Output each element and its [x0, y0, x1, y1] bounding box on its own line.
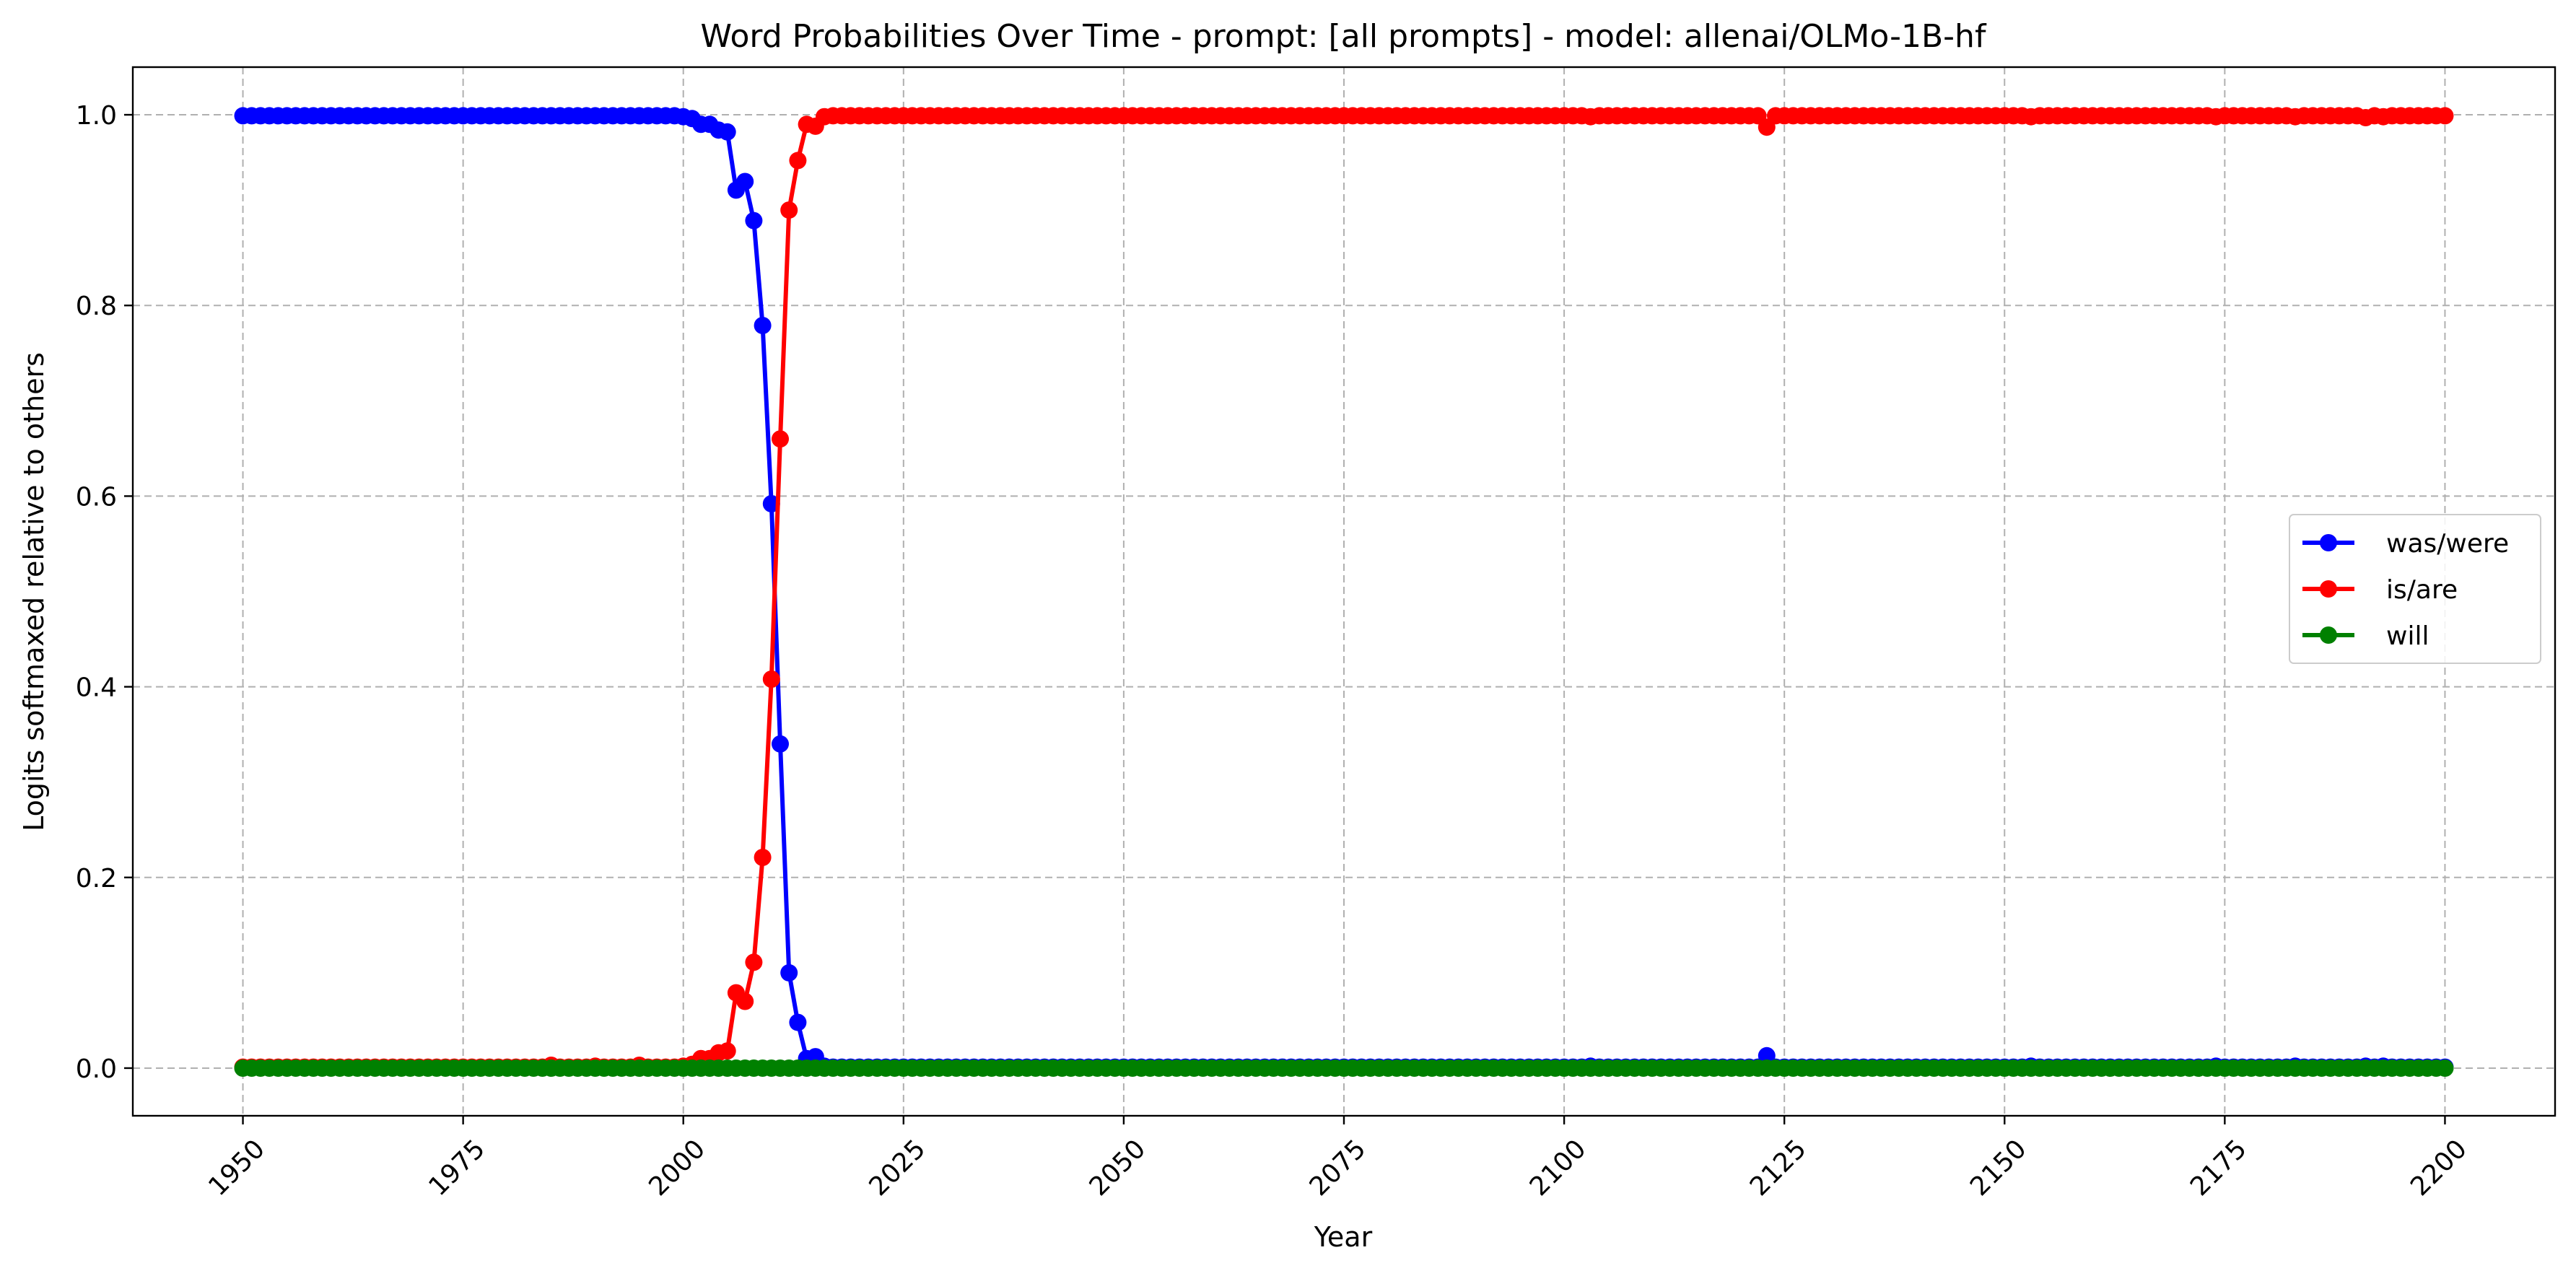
- legend-marker: [2320, 580, 2337, 598]
- chart-title: Word Probabilities Over Time - prompt: […: [701, 18, 1987, 55]
- data-point: [2436, 107, 2454, 125]
- series-layer: [234, 107, 2454, 1077]
- y-tick-label: 0.6: [76, 482, 117, 512]
- x-tick-label: 2000: [643, 1134, 711, 1202]
- x-axis-label: Year: [1314, 1221, 1373, 1253]
- y-axis-label: Logits softmaxed relative to others: [18, 352, 50, 831]
- data-point: [718, 1042, 736, 1060]
- x-tick-label: 2075: [1304, 1134, 1372, 1202]
- y-tick-label: 0.8: [76, 292, 117, 321]
- y-tick-label: 0.0: [76, 1054, 117, 1084]
- x-tick-label: 1975: [423, 1134, 491, 1202]
- data-point: [789, 1013, 807, 1031]
- data-point: [2436, 1059, 2454, 1077]
- data-point: [780, 201, 798, 219]
- legend-box: [2289, 514, 2541, 664]
- x-tick-label: 2200: [2405, 1134, 2473, 1202]
- grid: [133, 67, 2555, 1116]
- data-point: [762, 670, 780, 688]
- legend-label: is/are: [2386, 575, 2458, 605]
- legend: was/were is/are will: [2289, 514, 2541, 664]
- legend-label: was/were: [2386, 529, 2509, 559]
- series-will: [234, 1059, 2454, 1077]
- y-tick-label: 0.2: [76, 864, 117, 893]
- data-point: [780, 963, 798, 982]
- data-point: [754, 317, 772, 334]
- x-axis: 1950 1975 2000 2025 2050 2075 2100 2125 2150 2175…: [203, 1116, 2473, 1202]
- y-axis: 0.0 0.2 0.4 0.6 0.8 1.0: [76, 101, 133, 1084]
- x-tick-label: 1950: [203, 1134, 271, 1202]
- data-point: [745, 953, 763, 971]
- x-tick-label: 2050: [1084, 1134, 1152, 1202]
- data-point: [754, 849, 772, 866]
- x-tick-label: 2025: [863, 1134, 931, 1202]
- legend-marker: [2320, 626, 2337, 644]
- data-point: [718, 123, 736, 141]
- data-point: [772, 430, 789, 448]
- data-point: [745, 211, 763, 230]
- data-point: [736, 992, 754, 1010]
- data-point: [789, 152, 807, 170]
- legend-marker: [2320, 534, 2337, 551]
- legend-label: will: [2386, 621, 2429, 651]
- y-tick-label: 0.4: [76, 673, 117, 703]
- x-tick-label: 2175: [2185, 1134, 2253, 1202]
- y-tick-label: 1.0: [76, 101, 117, 131]
- plot-area: [131, 66, 2557, 1117]
- data-point: [772, 735, 789, 753]
- x-tick-label: 2125: [1745, 1134, 1812, 1202]
- x-tick-label: 2100: [1524, 1134, 1592, 1202]
- x-tick-label: 2150: [1965, 1134, 2033, 1202]
- data-point: [736, 172, 754, 191]
